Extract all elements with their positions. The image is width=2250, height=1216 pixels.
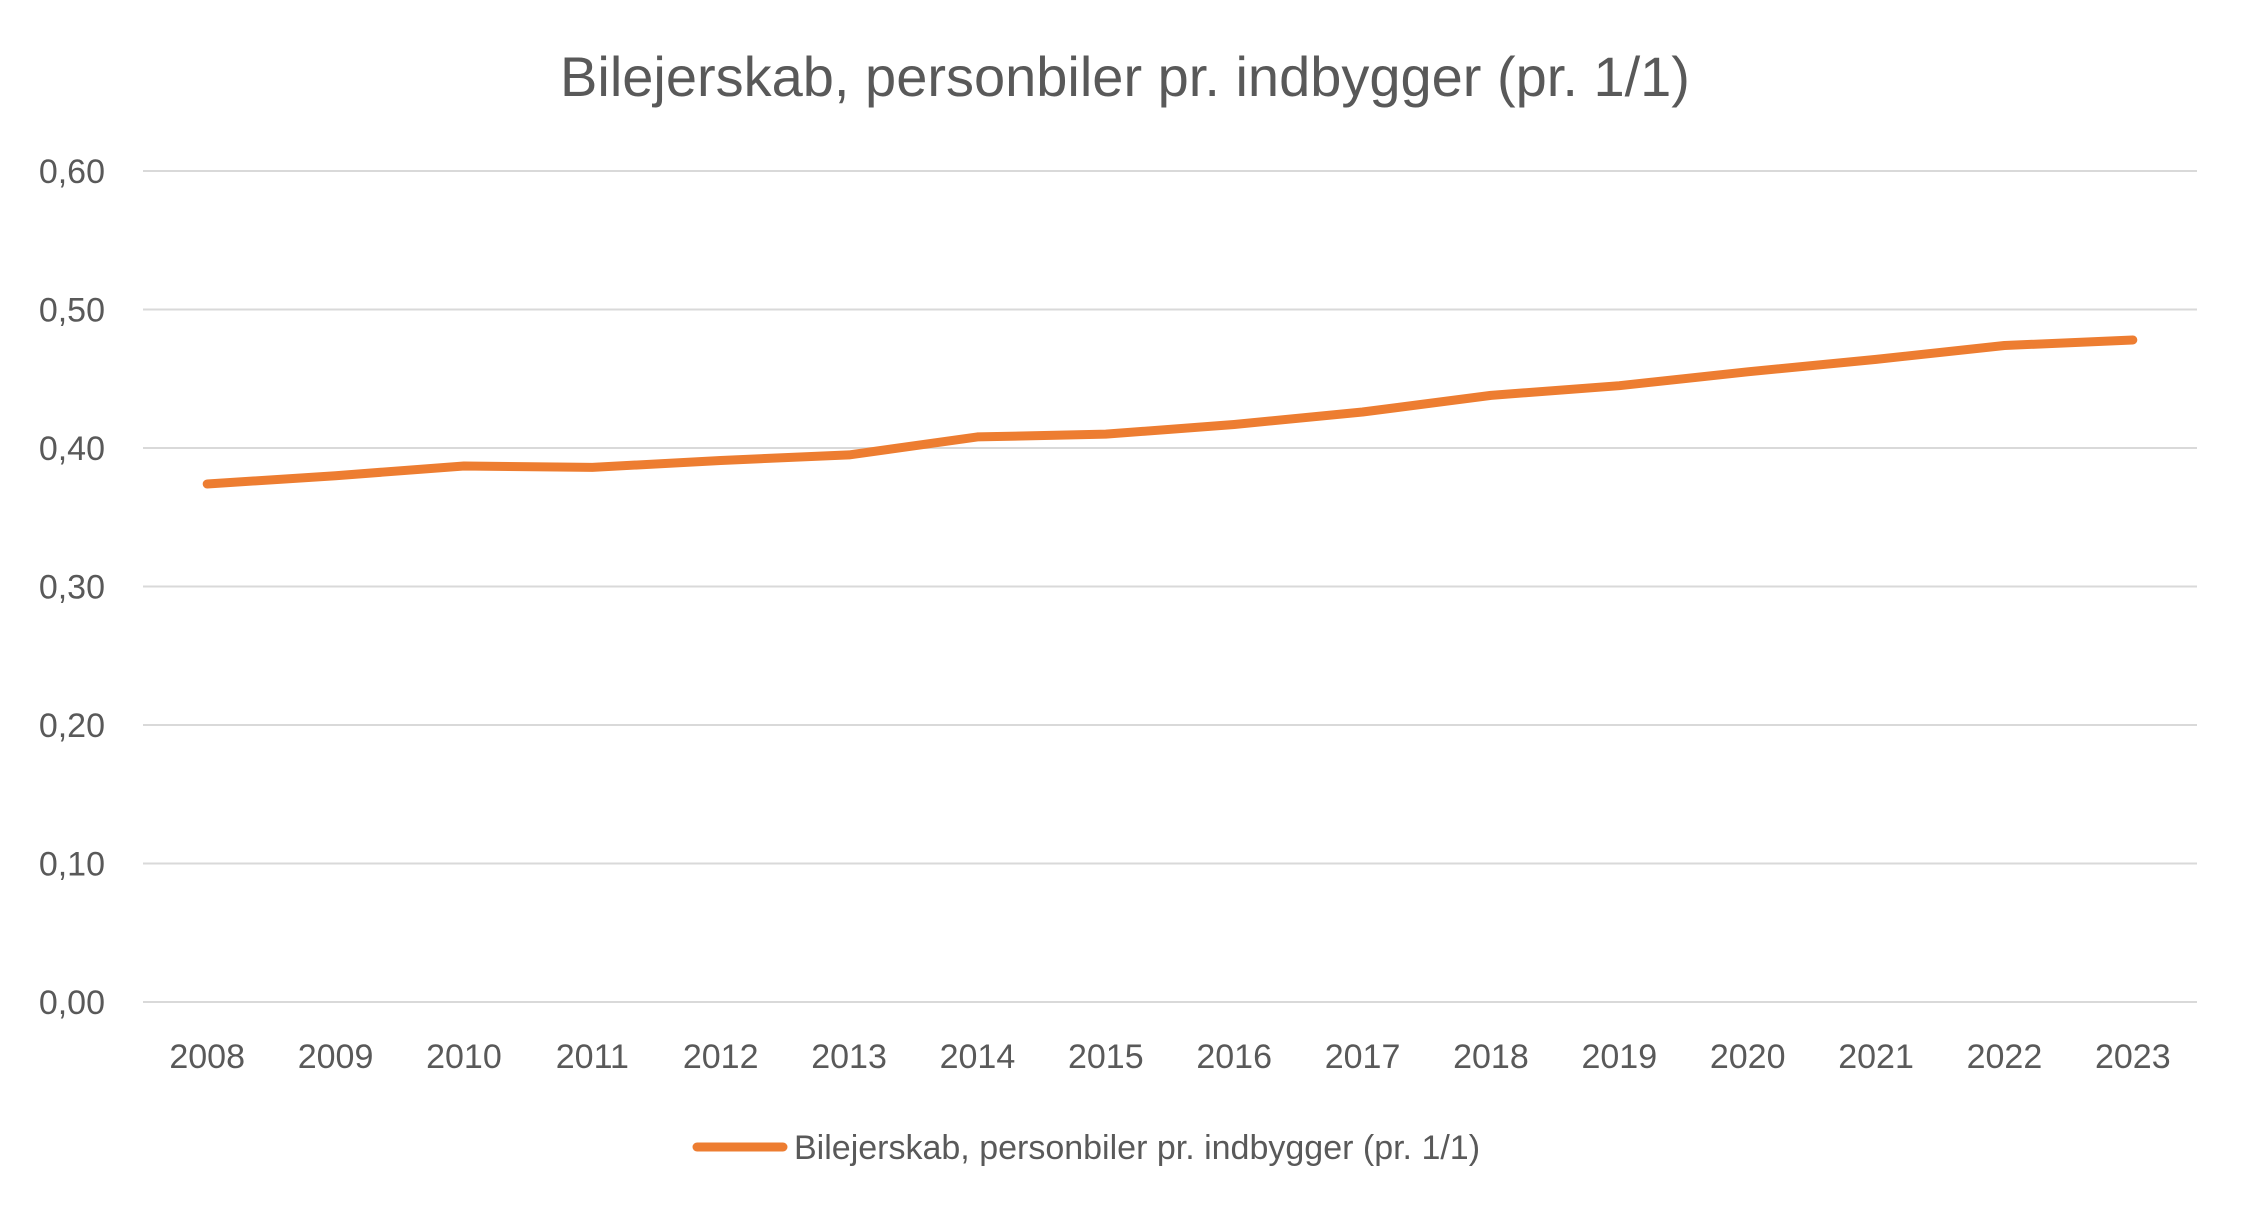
x-tick-label: 2012 bbox=[683, 1038, 759, 1076]
x-tick-label: 2016 bbox=[1196, 1038, 1272, 1076]
y-tick-label: 0,60 bbox=[39, 153, 105, 191]
y-tick-label: 0,20 bbox=[39, 707, 105, 745]
y-tick-label: 0,30 bbox=[39, 569, 105, 607]
x-tick-label: 2021 bbox=[1838, 1038, 1914, 1076]
x-tick-label: 2010 bbox=[426, 1038, 502, 1076]
legend: Bilejerskab, personbiler pr. indbygger (… bbox=[692, 1129, 1480, 1167]
x-tick-label: 2008 bbox=[169, 1038, 245, 1076]
x-tick-label: 2023 bbox=[2095, 1038, 2171, 1076]
y-tick-label: 0,40 bbox=[39, 430, 105, 468]
x-tick-label: 2020 bbox=[1710, 1038, 1786, 1076]
x-tick-label: 2019 bbox=[1581, 1038, 1657, 1076]
x-tick-label: 2009 bbox=[298, 1038, 374, 1076]
x-tick-label: 2018 bbox=[1453, 1038, 1529, 1076]
series-layer bbox=[202, 335, 2138, 489]
legend-label: Bilejerskab, personbiler pr. indbygger (… bbox=[794, 1129, 1480, 1167]
x-tick-label: 2017 bbox=[1325, 1038, 1401, 1076]
x-tick-label: 2013 bbox=[811, 1038, 887, 1076]
y-axis: 0,00 0,10 0,20 0,30 0,40 0,50 0,60 bbox=[39, 153, 105, 1022]
y-tick-label: 0,50 bbox=[39, 292, 105, 330]
y-tick-label: 0,00 bbox=[39, 984, 105, 1022]
x-tick-label: 2014 bbox=[940, 1038, 1016, 1076]
x-tick-label: 2022 bbox=[1967, 1038, 2043, 1076]
series-line bbox=[202, 335, 2138, 489]
y-tick-label: 0,10 bbox=[39, 846, 105, 884]
x-axis: 2008 2009 2010 2011 2012 2013 2014 2015 2016 2017… bbox=[169, 1038, 2170, 1076]
chart-title: Bilejerskab, personbiler pr. indbygger (… bbox=[560, 45, 1690, 108]
x-tick-label: 2011 bbox=[556, 1038, 629, 1076]
gridlines bbox=[143, 170, 2197, 1003]
x-tick-label: 2015 bbox=[1068, 1038, 1144, 1076]
